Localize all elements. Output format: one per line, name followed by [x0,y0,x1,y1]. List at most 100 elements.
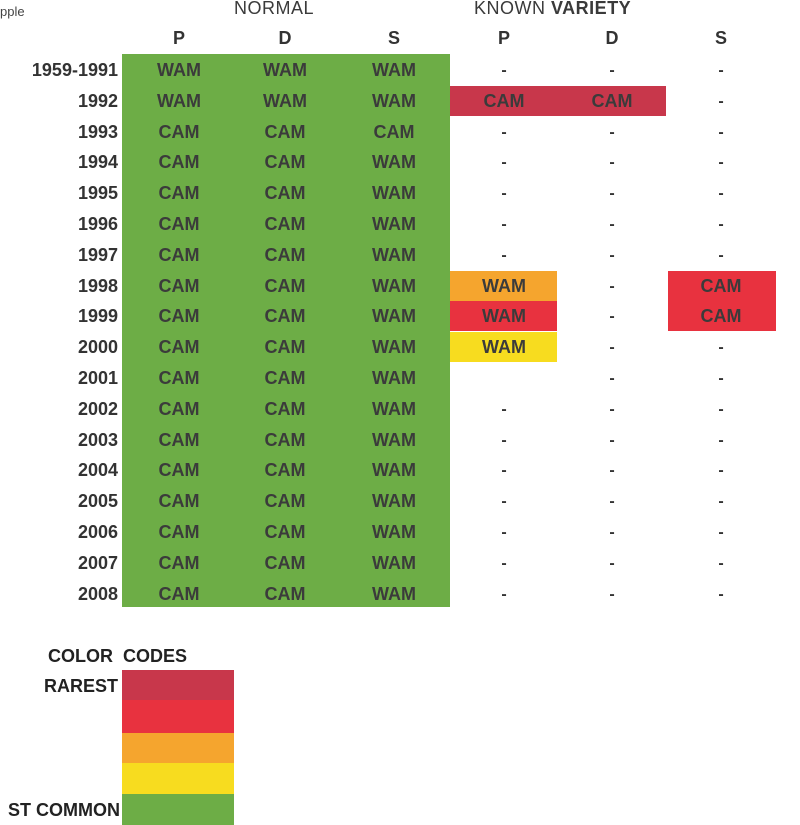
highlight-cell [668,270,776,301]
col-header-known-d: D [605,28,619,48]
normal-cell: CAM [158,552,200,573]
normal-cell: WAM [372,398,416,419]
known-label: KNOWN [474,0,546,18]
table-row: 1999 CAM CAM WAM WAM - CAM [0,301,800,332]
row-year: 1995 [77,183,118,204]
known-variety-cell: - [609,123,615,141]
highlight-cell [450,332,557,363]
normal-cell: CAM [264,522,306,542]
known-variety-cell: - [718,154,724,172]
highlight-cell [450,85,558,116]
known-variety-header: KNOWN VARIETY [474,0,631,19]
known-variety-cell: - [609,493,615,511]
table-row: 1992 WAM WAM WAM CAM CAM - [0,86,800,117]
normal-cell: CAM [158,460,200,481]
normal-cell: CAM [264,121,306,142]
normal-cell: WAM [372,583,416,604]
normal-cell: CAM [158,491,200,512]
known-variety-cell: CAM [700,275,742,296]
legend-title-codes: CODES [123,646,188,666]
legend-most-common-label: ST COMMON [8,800,120,820]
normal-cell: CAM [264,244,306,265]
normal-cell: CAM [264,368,306,388]
normal-cell: WAM [372,244,416,265]
row-year: 2003 [77,429,118,450]
col-header-normal-p: P [172,28,185,48]
known-variety-cell: - [501,154,507,172]
normal-cell: WAM [372,60,416,80]
legend-swatch-yellow [122,763,234,794]
normal-cell: CAM [158,275,200,296]
legend-swatch-dark-red [122,670,234,700]
normal-cell: WAM [372,368,416,388]
normal-cell: WAM [372,183,416,204]
known-variety-cell: - [501,554,507,572]
row-year: 2001 [77,368,118,388]
normal-cell: WAM [372,337,416,358]
known-variety-cell: - [609,246,615,264]
row-year: 2008 [77,583,118,604]
known-variety-cell: - [718,246,724,264]
legend-swatch-orange [122,733,234,763]
table-row: 1959-1991 WAM WAM WAM - - - [0,55,800,86]
row-year: 2004 [77,460,118,481]
known-variety-cell: - [501,216,507,233]
known-variety-cell: - [501,400,507,418]
known-variety-cell: - [501,62,507,79]
variety-label: VARIETY [551,0,632,18]
table-row: 2007 CAM CAM WAM - - - [0,548,800,579]
row-year: 2005 [77,491,118,512]
highlight-cell [668,301,776,332]
col-header-known-p: P [497,28,510,48]
known-variety-cell: - [609,62,615,79]
normal-cell: CAM [264,583,306,604]
normal-cell: WAM [372,152,416,173]
known-variety-cell: - [609,400,615,418]
normal-cell: WAM [372,522,416,542]
row-year: 2002 [77,398,118,419]
table-row: 2003 CAM CAM WAM - - - [0,425,800,456]
normal-cell: CAM [373,121,415,142]
known-variety-cell: CAM [700,306,742,327]
known-variety-cell: WAM [482,275,526,296]
table-row: 1994 CAM CAM WAM - - - [0,147,800,178]
normal-cell: WAM [372,306,416,327]
normal-cell: WAM [372,275,416,296]
table-row: 2004 CAM CAM WAM - - - [0,455,800,486]
row-year: 1997 [77,244,118,265]
known-variety-cell: - [501,524,507,541]
row-year: 1959-1991 [31,60,118,80]
known-variety-cell: - [501,123,507,141]
highlight-cell [450,301,557,332]
known-variety-cell: - [609,339,615,357]
table-row: 1997 CAM CAM WAM - - - [0,240,800,271]
normal-cell: WAM [372,491,416,512]
table-row: 2002 CAM CAM WAM - - - [0,394,800,425]
known-variety-cell: - [718,431,724,449]
known-variety-cell: - [718,92,724,110]
known-variety-cell: - [718,400,724,418]
known-variety-cell: - [718,339,724,357]
known-variety-cell: - [718,185,724,203]
known-variety-cell: - [609,185,615,203]
known-variety-cell: - [501,185,507,203]
normal-cell: CAM [264,306,306,327]
known-variety-cell: - [718,524,724,541]
known-variety-cell: - [718,493,724,511]
row-year: 2006 [77,522,118,542]
known-variety-cell: - [609,216,615,233]
normal-cell: CAM [158,583,200,604]
known-variety-cell: - [609,524,615,541]
normal-cell: CAM [158,398,200,419]
table-row: 1995 CAM CAM WAM - - - [0,178,800,209]
normal-cell: WAM [372,429,416,450]
normal-cell: CAM [264,183,306,204]
normal-green-block [122,54,450,607]
normal-cell: CAM [264,152,306,173]
row-year: 2000 [77,337,118,358]
col-header-normal-d: D [278,28,292,48]
normal-cell: CAM [264,491,306,512]
known-variety-cell: - [609,554,615,572]
known-variety-cell: - [501,493,507,511]
normal-cell: CAM [158,429,200,450]
